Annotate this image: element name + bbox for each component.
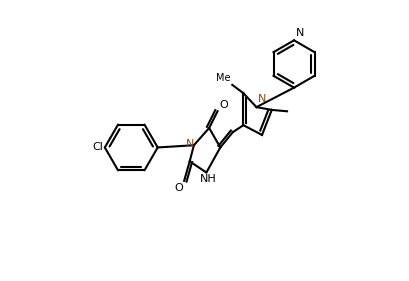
Text: N: N [295,28,303,38]
Text: O: O [218,100,227,110]
Text: Me: Me [216,73,230,83]
Text: NH: NH [199,175,216,184]
Text: N: N [257,94,265,104]
Text: Cl: Cl [92,142,103,153]
Text: O: O [173,183,182,193]
Text: N: N [186,139,194,149]
